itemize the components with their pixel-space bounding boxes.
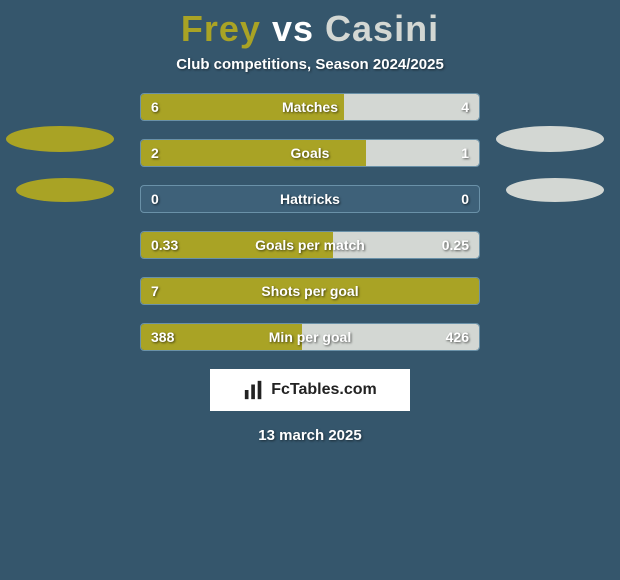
subtitle: Club competitions, Season 2024/2025: [0, 56, 620, 73]
bar-label: Min per goal: [141, 324, 479, 350]
logo-box[interactable]: FcTables.com: [210, 369, 410, 411]
bar-label: Goals: [141, 140, 479, 166]
stat-row: 6Matches4: [140, 93, 480, 121]
bar-right-value: 0.25: [442, 232, 469, 258]
bar-right-value: 0: [461, 186, 469, 212]
stat-row: 388Min per goal426: [140, 323, 480, 351]
bar-label: Matches: [141, 94, 479, 120]
title-player1: Frey: [181, 8, 261, 49]
bar-label: Hattricks: [141, 186, 479, 212]
bar-label: Goals per match: [141, 232, 479, 258]
right-badge-2: [506, 178, 604, 202]
stat-row: 7Shots per goal: [140, 277, 480, 305]
left-badge-2: [16, 178, 114, 202]
stat-row: 0.33Goals per match0.25: [140, 231, 480, 259]
bar-label: Shots per goal: [141, 278, 479, 304]
bar-right-value: 426: [446, 324, 469, 350]
stat-bars: 6Matches4 2Goals1 0Hattricks0 0.33Goals per…: [140, 93, 480, 351]
logo-text: FcTables.com: [271, 381, 377, 399]
stat-row: 0Hattricks0: [140, 185, 480, 213]
right-badge-1: [496, 126, 604, 152]
left-badge-1: [6, 126, 114, 152]
page-title: Frey vs Casini: [0, 0, 620, 50]
title-vs: vs: [272, 8, 314, 49]
bar-chart-icon: [243, 379, 265, 401]
title-player2: Casini: [325, 8, 439, 49]
bar-right-value: 4: [461, 94, 469, 120]
stat-row: 2Goals1: [140, 139, 480, 167]
bar-right-value: 1: [461, 140, 469, 166]
date-label: 13 march 2025: [0, 427, 620, 444]
